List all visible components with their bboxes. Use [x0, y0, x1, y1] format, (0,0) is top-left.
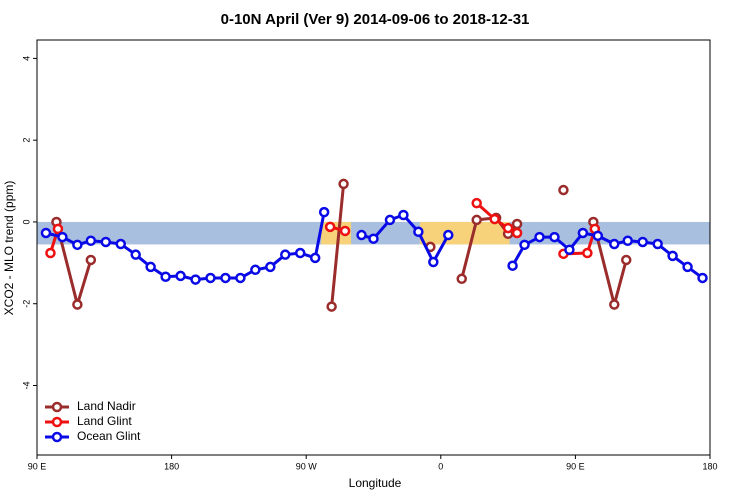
point: [577, 227, 589, 239]
point: [697, 272, 708, 284]
point: [511, 227, 523, 239]
y-tick-label: 0: [21, 219, 31, 224]
series-line: [54, 183, 628, 311]
point: [175, 270, 186, 282]
chart-title: 0-10N April (Ver 9) 2014-09-06 to 2018-1…: [221, 11, 530, 28]
point: [564, 244, 575, 255]
point: [318, 206, 330, 218]
point: [57, 231, 68, 243]
point: [534, 231, 545, 243]
y-tick-label: 4: [21, 56, 31, 61]
point: [471, 214, 482, 226]
point: [250, 264, 261, 276]
point: [339, 225, 351, 237]
point: [667, 250, 678, 262]
y-axis-label: XCO2 - MLO trend (ppm): [2, 181, 16, 316]
point: [443, 229, 454, 241]
point: [682, 261, 693, 273]
legend-label: Ocean Glint: [77, 429, 141, 443]
x-tick-label: 180: [702, 461, 717, 471]
y-tick-label: -4: [21, 381, 31, 389]
point: [549, 231, 560, 243]
point: [456, 273, 467, 285]
point: [85, 254, 97, 266]
point: [85, 235, 97, 247]
point: [235, 272, 246, 284]
point: [622, 235, 633, 247]
point: [368, 233, 379, 244]
legend-point: [51, 416, 63, 428]
point: [294, 247, 306, 259]
point: [502, 222, 514, 234]
point: [100, 236, 112, 248]
point: [637, 236, 648, 248]
point: [72, 239, 83, 251]
point: [309, 252, 321, 264]
point: [72, 299, 83, 310]
point: [324, 221, 336, 233]
series-line: [49, 202, 597, 256]
legend-point: [51, 431, 63, 443]
point: [428, 256, 439, 268]
point: [326, 301, 337, 312]
x-tick-label: 90 E: [28, 461, 47, 471]
legend-point: [51, 401, 63, 413]
point: [652, 238, 663, 250]
x-axis-label: Longitude: [349, 476, 402, 490]
point: [265, 261, 276, 273]
x-tick-label: 0: [438, 461, 443, 471]
point: [592, 230, 604, 242]
point: [190, 274, 201, 285]
plot-frame: [36, 39, 711, 456]
point: [384, 214, 396, 226]
point: [620, 254, 632, 266]
point: [52, 223, 64, 235]
point: [507, 260, 518, 271]
point: [356, 229, 367, 241]
point: [160, 271, 171, 282]
point: [115, 238, 127, 250]
point: [205, 272, 216, 284]
point: [338, 178, 349, 190]
point: [558, 184, 569, 196]
legend-label: Land Glint: [77, 414, 132, 428]
point: [582, 247, 593, 259]
highlight: [419, 221, 510, 245]
legend-label: Land Nadir: [77, 399, 136, 413]
y-tick-label: -2: [21, 300, 31, 308]
point: [145, 261, 156, 273]
point: [489, 213, 500, 225]
point: [413, 226, 424, 238]
point: [40, 227, 52, 239]
point: [280, 249, 291, 260]
point: [398, 209, 409, 221]
y-tick-label: 2: [21, 138, 31, 143]
point: [130, 249, 141, 260]
point: [471, 197, 482, 209]
point: [220, 272, 231, 284]
point: [609, 299, 620, 310]
x-tick-label: 180: [164, 461, 179, 471]
x-tick-label: 90 W: [296, 461, 318, 471]
point: [511, 218, 523, 230]
point: [45, 247, 56, 259]
point: [609, 238, 620, 250]
x-tick-label: 90 E: [566, 461, 585, 471]
point: [519, 239, 530, 251]
